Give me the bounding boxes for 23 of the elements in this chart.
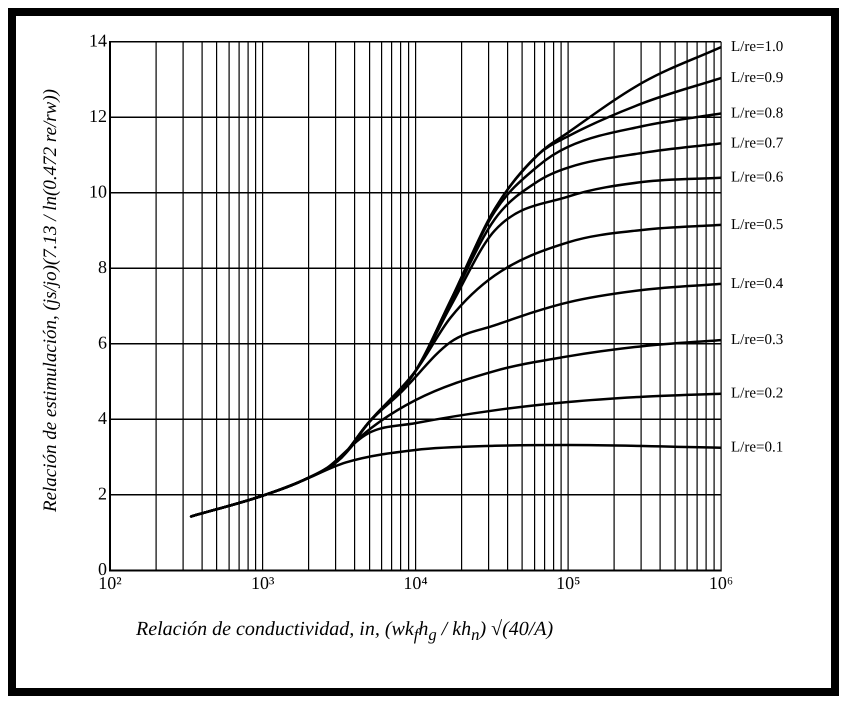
y-tick-label: 6: [98, 332, 107, 353]
y-tick-label: 12: [89, 106, 107, 126]
series-label: L/re=0.3: [731, 332, 784, 348]
y-tick-label: 14: [89, 30, 107, 51]
series-label: L/re=0.5: [731, 216, 784, 233]
series-label: L/re=1.0: [731, 39, 784, 56]
y-tick-label: 4: [98, 408, 107, 428]
series-label: L/re=0.9: [731, 70, 784, 86]
series-label: L/re=0.1: [731, 440, 784, 456]
x-tick-label: 10⁴: [403, 572, 428, 593]
series-label: L/re=0.6: [731, 170, 784, 186]
x-tick-label: 10⁵: [556, 572, 580, 593]
y-axis-title: Relación de estimulación, (js/jo)(7.13 / ln(0.472 re/rw)): [40, 89, 62, 513]
x-tick-label: 10³: [251, 572, 276, 593]
y-tick-label: 2: [98, 484, 107, 504]
series-label: L/re=0.7: [731, 135, 784, 152]
y-tick-label: 10: [89, 182, 107, 202]
series-label: L/re=0.4: [731, 276, 784, 292]
y-tick-label: 8: [98, 257, 107, 278]
series-label: L/re=0.2: [731, 386, 784, 402]
x-axis-title: Relación de conductividad, in, (wk$_{f}$h$_{g}$ / kh$_{n}$) √(40/A): [135, 617, 554, 645]
series-label: L/re=0.8: [731, 105, 784, 122]
x-tick-label: 10⁶: [708, 572, 734, 593]
